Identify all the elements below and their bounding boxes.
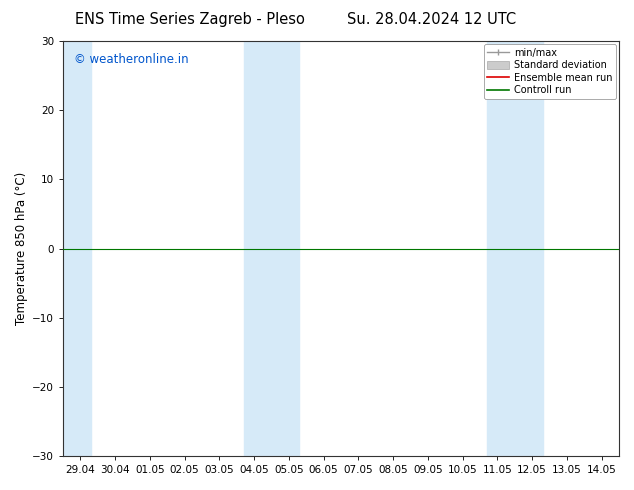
Bar (243, 41, 299, 456)
Bar (487, 41, 543, 456)
Text: © weatheronline.in: © weatheronline.in (74, 53, 189, 67)
Bar (63, 41, 91, 456)
Text: ENS Time Series Zagreb - Pleso: ENS Time Series Zagreb - Pleso (75, 12, 305, 27)
Y-axis label: Temperature 850 hPa (°C): Temperature 850 hPa (°C) (15, 172, 28, 325)
Text: Su. 28.04.2024 12 UTC: Su. 28.04.2024 12 UTC (347, 12, 515, 27)
Legend: min/max, Standard deviation, Ensemble mean run, Controll run: min/max, Standard deviation, Ensemble me… (484, 44, 616, 99)
